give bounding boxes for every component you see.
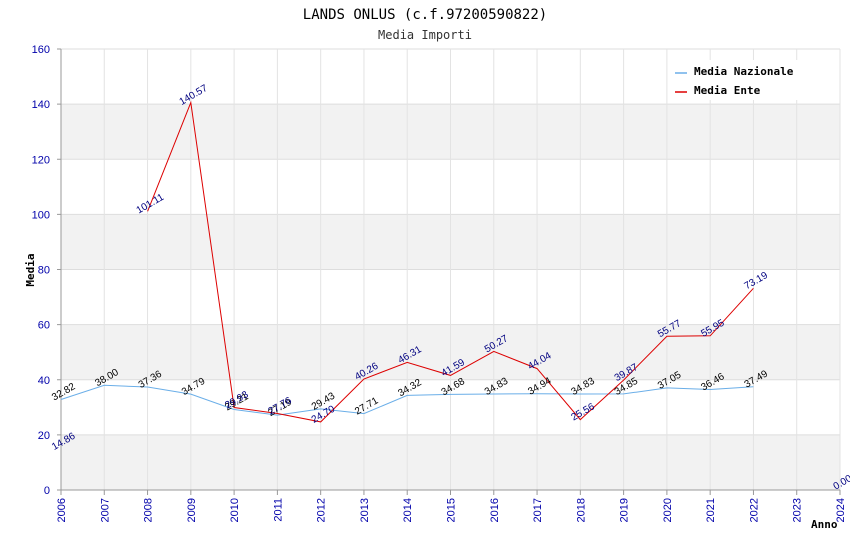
series-line-media-nazionale <box>60 384 754 416</box>
x-tick-label: 2024 <box>835 498 847 522</box>
y-axis-title: Media <box>24 253 37 286</box>
x-tick-label: 2008 <box>143 498 155 522</box>
y-tick-label: 140 <box>32 99 50 111</box>
series-line-media-ente <box>147 100 754 423</box>
x-axis-title: Anno <box>811 518 838 531</box>
chart-subtitle: Media Importi <box>378 28 472 42</box>
x-tick-label: 2012 <box>316 498 328 522</box>
x-tick-labels: 2006 2007 2008 2009 2010 2011 2012 2013 2014 2015… <box>56 498 847 522</box>
x-tick-label: 2017 <box>532 498 544 522</box>
y-tick-label: 60 <box>38 320 50 332</box>
x-tick-label: 2023 <box>792 498 804 522</box>
y-tick-label: 0 <box>44 485 50 497</box>
legend: Media Nazionale Media Ente <box>670 60 810 100</box>
x-tick-label: 2014 <box>402 498 414 522</box>
axes <box>60 49 841 495</box>
x-tick-label: 2022 <box>748 498 760 522</box>
x-tick-label: 2020 <box>662 498 674 522</box>
x-tick-label: 2010 <box>229 498 241 522</box>
y-tick-label: 20 <box>38 430 50 442</box>
x-tick-label: 2007 <box>99 498 111 522</box>
x-tick-label: 2015 <box>446 498 458 522</box>
chart-title: LANDS ONLUS (c.f.97200590822) <box>303 7 547 23</box>
legend-label-media-nazionale: Media Nazionale <box>694 65 794 78</box>
x-tick-label: 2018 <box>575 498 587 522</box>
y-tick-label: 100 <box>32 209 50 221</box>
y-tick-label: 40 <box>38 375 50 387</box>
legend-box <box>670 60 810 100</box>
x-tick-label: 2019 <box>619 498 631 522</box>
y-tick-label: 80 <box>38 265 50 277</box>
x-tick-label: 2011 <box>272 498 284 522</box>
y-tick-label: 120 <box>32 154 50 166</box>
x-tick-label: 2013 <box>359 498 371 522</box>
x-tick-label: 2009 <box>186 498 198 522</box>
series-lines <box>60 100 754 423</box>
y-tick-labels: 0 20 40 60 80 100 120 140 160 <box>32 44 50 497</box>
y-tick-label: 160 <box>32 44 50 56</box>
x-tick-label: 2016 <box>489 498 501 522</box>
x-tick-label: 2006 <box>56 498 68 522</box>
x-tick-label: 2021 <box>705 498 717 522</box>
legend-label-media-ente: Media Ente <box>694 84 761 97</box>
